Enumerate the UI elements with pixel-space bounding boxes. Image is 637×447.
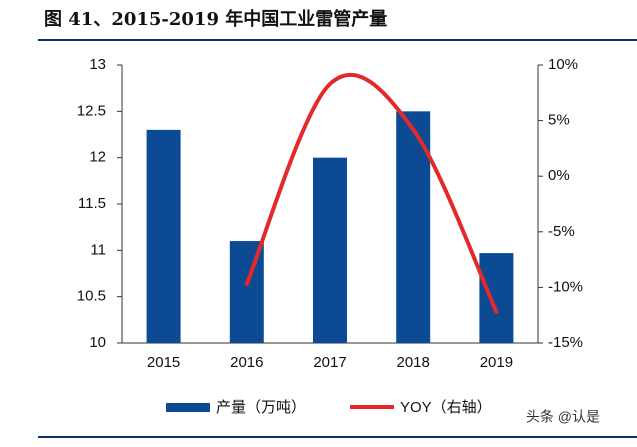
bar (146, 129, 181, 343)
y2-tick-label: -10% (548, 278, 583, 295)
y-tick-label: 12.5 (77, 102, 106, 119)
bar (479, 253, 514, 343)
y2-tick-label: 5% (548, 112, 570, 129)
y-tick-label: 10.5 (77, 288, 106, 305)
y-tick-label: 12 (89, 149, 106, 166)
x-tick-label: 2018 (397, 354, 430, 371)
y-tick-label: 11 (90, 241, 106, 258)
legend-label: 产量（万吨） (216, 399, 306, 416)
y-tick-label: 13 (89, 56, 106, 73)
legend-label: YOY（右轴） (400, 399, 492, 416)
line (244, 72, 499, 314)
watermark: 头条 @认是 (526, 409, 600, 425)
y2-tick-label: 0% (548, 167, 570, 184)
y2-tick-label: -5% (548, 223, 575, 240)
x-tick-label: 2019 (480, 354, 513, 371)
y-tick-label: 11.5 (78, 195, 106, 212)
x-tick-label: 2017 (313, 354, 346, 371)
bar (313, 157, 347, 343)
y2-tick-label: 10% (548, 56, 578, 73)
legend-swatch (166, 403, 210, 412)
chart-title: 图 41、2015-2019 年中国工业雷管产量 (44, 8, 387, 30)
x-tick-label: 2015 (147, 354, 180, 371)
y-tick-label: 10 (89, 334, 106, 351)
x-tick-label: 2016 (230, 354, 263, 371)
y2-tick-label: -15% (548, 334, 583, 351)
